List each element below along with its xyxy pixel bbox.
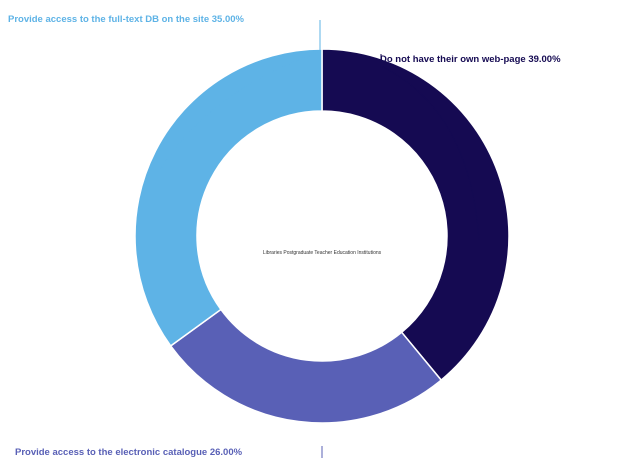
label-leader-line	[159, 20, 321, 171]
donut-slice	[134, 48, 323, 347]
slice-label: Provide access to the electronic catalog…	[15, 447, 243, 458]
slice-label: Do not have their own web-page 39.00%	[380, 54, 561, 65]
donut-slices	[134, 48, 510, 424]
donut-slice	[321, 48, 510, 382]
label-leader-lines	[159, 20, 480, 458]
donut-center-label: Libraries Postgraduate Teacher Education…	[263, 250, 382, 256]
slice-labels: Do not have their own web-page 39.00% Pro…	[8, 14, 561, 458]
slice-label: Provide access to the full-text DB on th…	[8, 14, 245, 25]
label-leader-line	[380, 54, 480, 241]
donut-slice	[169, 308, 443, 424]
